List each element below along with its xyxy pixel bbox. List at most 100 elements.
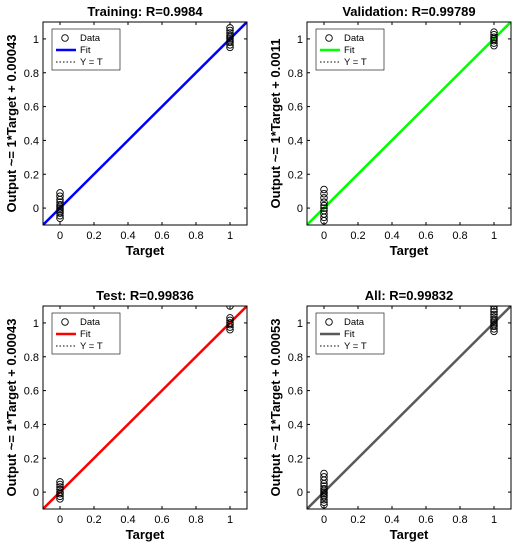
fit-line [307,22,511,225]
x-tick-label: 0.6 [418,514,433,526]
x-axis-label: Target [390,527,429,542]
plot-content [307,22,511,225]
data-point [490,310,498,319]
y-tick-label: 0.8 [288,68,303,80]
data-point [226,319,234,327]
legend-label-identity: Y = T [80,57,103,68]
y-tick-label: 0.4 [24,419,39,431]
y-tick-label: 0.2 [288,453,303,465]
y-axis-label: Output ~= 1*Target + 0.00043 [4,35,19,213]
x-tick-label: 0.6 [418,230,433,242]
x-tick-label: 0 [57,514,63,526]
y-tick-label: 0.4 [288,135,303,147]
data-point [56,488,64,496]
legend-label-fit: Fit [80,45,91,56]
legend-data-marker [61,318,69,326]
data-point [56,483,64,491]
y-tick-label: 1 [297,318,303,330]
x-tick-label: 0.4 [384,514,399,526]
chart-title: Test: R=0.99836 [96,288,194,303]
data-point [226,31,234,40]
data-point [320,473,328,481]
y-tick-label: 0 [297,203,303,215]
y-axis-label: Output ~= 1*Target + 0.00053 [268,319,283,497]
data-point [56,480,64,489]
x-tick-label: 0 [321,514,327,526]
x-tick-label: 1 [227,230,233,242]
plot-content [307,306,511,509]
data-point [490,30,498,39]
legend-label-data: Data [80,317,101,328]
legend-label-fit: Fit [344,45,355,56]
data-point [320,495,328,504]
y-tick-label: 0.6 [288,102,303,114]
data-point [490,39,498,47]
chart-title: Validation: R=0.99789 [342,4,475,19]
data-point [56,198,64,206]
subplot-3: 0 0.2 0.4 0.6 0.8 1 0 0.2 0.4 0.6 0.8 1 Test: R=0.99… [4,288,248,542]
y-tick-label: 1 [33,318,39,330]
subplot-2: 0 0.2 0.4 0.6 0.8 1 0 0.2 0.4 0.6 0.8 1 Validation: … [268,4,512,258]
x-tick-label: 0.8 [188,230,203,242]
axes-box [306,305,512,510]
fit-line [43,22,247,225]
data-point [320,206,328,215]
x-tick-label: 1 [491,514,497,526]
y-tick-label: 1 [33,34,39,46]
x-tick-label: 0.8 [452,514,467,526]
x-tick-label: 1 [227,514,233,526]
data-point [320,204,328,212]
data-point [490,315,498,324]
x-axis-label: Target [126,527,165,542]
y-tick-label: 0.4 [24,135,39,147]
legend-label-data: Data [344,33,365,44]
x-axis-label: Target [126,243,165,258]
legend-label-identity: Y = T [80,341,103,352]
plot-content [43,22,247,225]
subplot-1: 0 0.2 0.4 0.6 0.8 1 0 0.2 0.4 0.6 0.8 1 Training: R=… [4,4,248,258]
data-point [56,192,64,200]
fit-line [307,306,511,509]
fit-line [43,306,247,509]
data-point [56,478,64,486]
data-point [320,185,328,194]
data-point [490,325,498,333]
data-point [56,211,64,220]
y-tick-label: 0.2 [24,453,39,465]
data-point [320,194,328,202]
data-point [56,485,64,494]
y-tick-label: 0.6 [24,386,39,398]
data-point [490,33,498,41]
x-tick-label: 0.2 [86,514,101,526]
legend-label-fit: Fit [80,329,91,340]
x-tick-label: 1 [491,230,497,242]
legend-label-data: Data [80,33,101,44]
x-tick-label: 0.4 [384,230,399,242]
x-tick-label: 0 [321,230,327,242]
chart-title: Training: R=0.9984 [87,4,203,19]
data-point [320,469,328,478]
y-axis-label: Output ~= 1*Target + 0.00043 [4,319,19,497]
data-point [226,41,234,49]
legend-label-fit: Fit [344,329,355,340]
legend-data-marker [61,34,69,42]
y-tick-label: 0.6 [288,386,303,398]
x-tick-label: 0.2 [350,514,365,526]
data-point [226,26,234,35]
data-point [56,189,64,197]
plot-content [43,306,247,509]
y-axis-label: Output ~= 1*Target + 0.0011 [268,39,283,209]
data-point [226,316,234,325]
y-tick-label: 0 [297,487,303,499]
legend-label-identity: Y = T [344,341,367,352]
data-point [320,484,328,493]
x-tick-label: 0 [57,230,63,242]
y-tick-label: 0.2 [24,169,39,181]
x-tick-label: 0.8 [188,514,203,526]
data-point [490,313,498,321]
data-point [320,201,328,210]
